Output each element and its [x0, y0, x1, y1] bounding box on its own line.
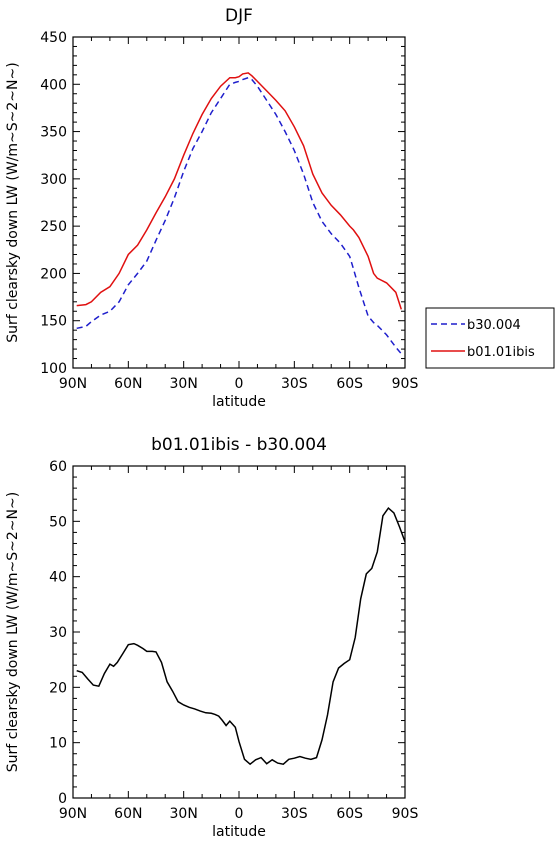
panel2-y-tick-label: 0 — [58, 791, 67, 807]
panel2-x-tick-label: 30N — [170, 806, 198, 822]
panel1-x-tick-label: 30N — [170, 376, 198, 392]
panel1-y-tick-label: 250 — [40, 219, 67, 235]
panel1-title: DJF — [225, 6, 253, 26]
panel1-series-line-2 — [76, 72, 403, 310]
panel2-y-axis-label: Surf clearsky down LW (W/m~S~2~N~) — [5, 492, 21, 772]
panel2-y-tick-label: 10 — [49, 736, 67, 752]
panel1-y-tick-label: 150 — [40, 314, 67, 330]
panel2-x-axis-label: latitude — [212, 824, 266, 840]
panel1-y-tick-label: 200 — [40, 266, 67, 282]
panel2-x-tick-label: 90S — [392, 806, 419, 822]
panel1-plot-frame — [72, 36, 406, 369]
panel1-series-line-1 — [76, 76, 402, 355]
panel1-y-axis-label: Surf clearsky down LW (W/m~S~2~N~) — [5, 62, 21, 342]
panel2-x-tick-label: 60S — [336, 806, 363, 822]
panel2-y-tick-label: 50 — [49, 514, 67, 530]
panel2-y-tick-label: 20 — [49, 680, 67, 696]
panel1-x-axis-label: latitude — [212, 394, 266, 410]
panel1-x-tick-label: 60S — [336, 376, 363, 392]
legend-label-2: b01.01ibis — [467, 345, 535, 360]
panel1-x-tick-label: 90S — [392, 376, 419, 392]
panel1-y-tick-label: 100 — [40, 361, 67, 377]
panel2-x-tick-label: 0 — [235, 806, 244, 822]
legend-label-1: b30.004 — [467, 318, 521, 333]
panel1-y-tick-label: 400 — [40, 77, 67, 93]
panel1-y-tick-label: 300 — [40, 172, 67, 188]
panel2-series-line-1 — [76, 506, 406, 766]
panel2-y-tick-label: 60 — [49, 459, 67, 475]
panel2-title: b01.01ibis - b30.004 — [151, 435, 327, 455]
panel2-y-tick-label: 40 — [49, 570, 67, 586]
panel2-x-tick-label: 30S — [281, 806, 308, 822]
panel2-x-tick-label: 60N — [114, 806, 142, 822]
panel1-y-tick-label: 450 — [40, 30, 67, 46]
panel1-x-tick-label: 60N — [114, 376, 142, 392]
panel1-y-tick-label: 350 — [40, 125, 67, 141]
legend-box — [425, 307, 555, 369]
panel1-x-tick-label: 0 — [235, 376, 244, 392]
panel2-x-tick-label: 90N — [59, 806, 87, 822]
panel2-plot-frame — [72, 465, 406, 799]
panel1-x-tick-label: 90N — [59, 376, 87, 392]
panel1-x-tick-label: 30S — [281, 376, 308, 392]
panel2-y-tick-label: 30 — [49, 625, 67, 641]
